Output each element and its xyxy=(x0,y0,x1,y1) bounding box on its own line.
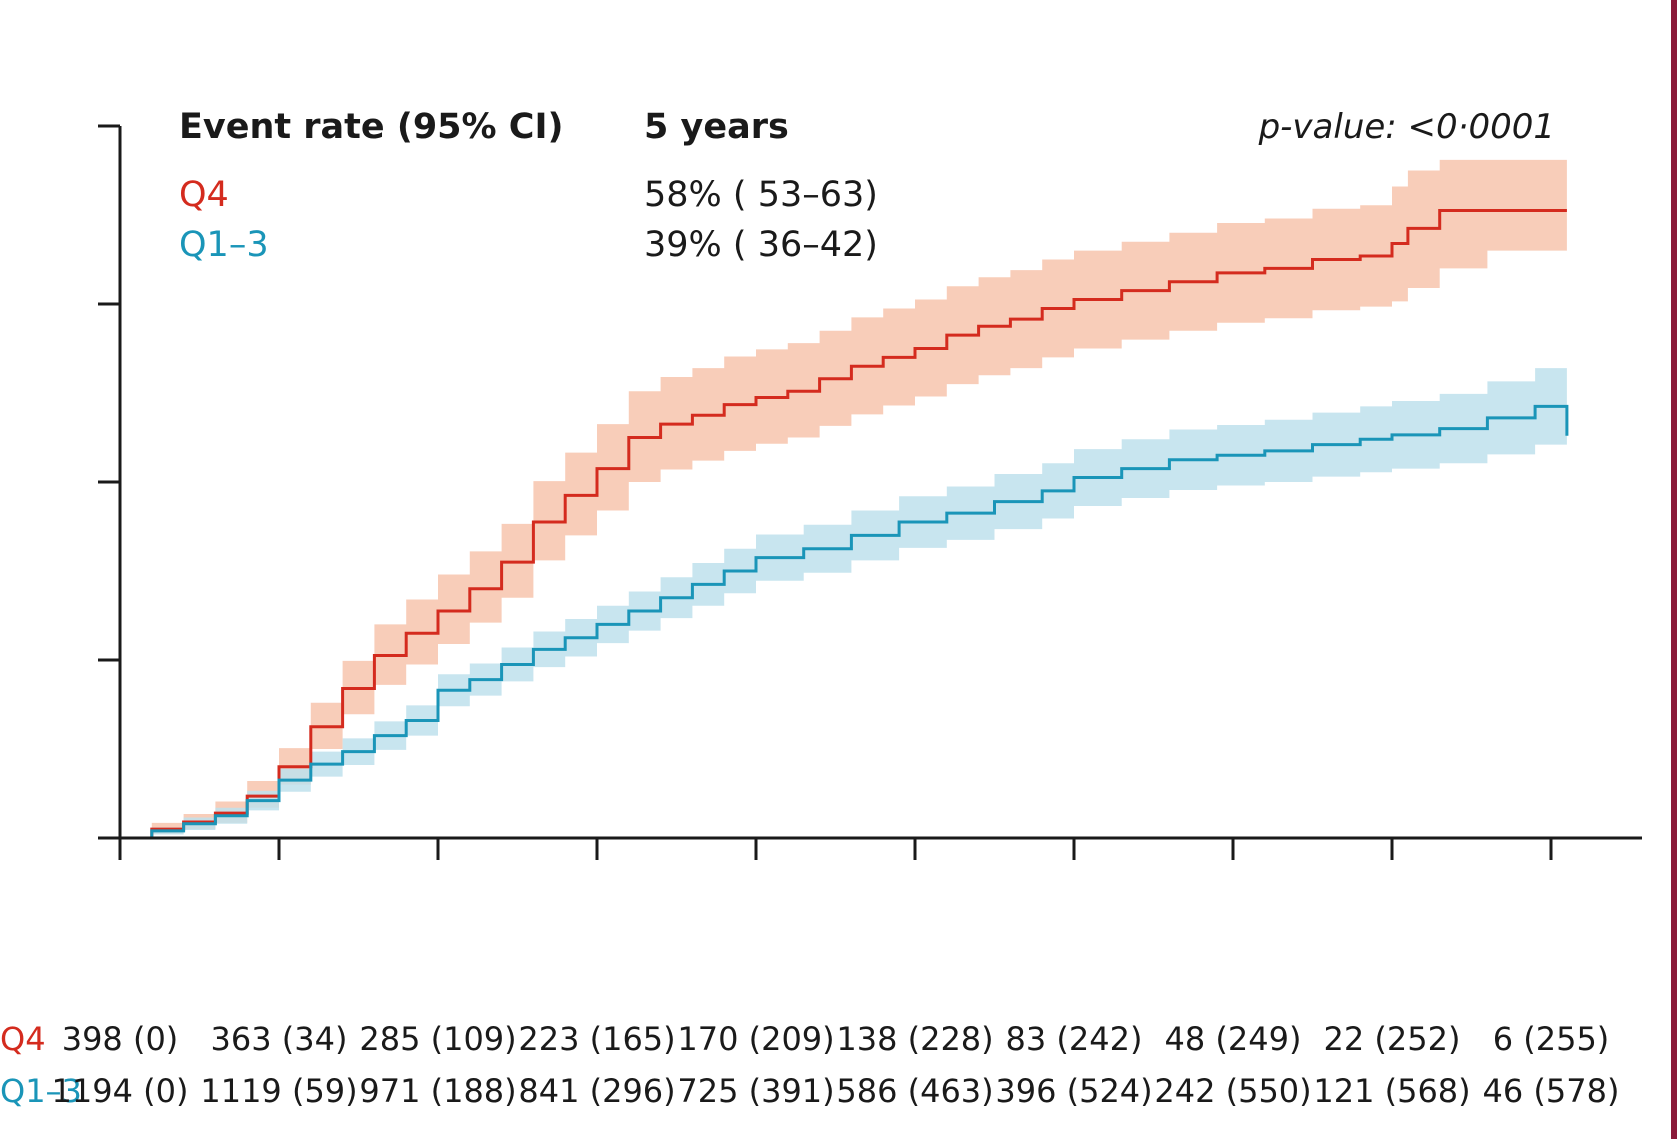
ci-band-q1-3 xyxy=(120,368,1567,838)
risk-table: Q4 398 (0) 363 (34) 285 (109) 223 (165) 170 (… xyxy=(0,1020,1619,1110)
axes xyxy=(98,124,1642,860)
legend-header-time: 5 years xyxy=(644,107,789,147)
risk-cell: 22 (252) xyxy=(1324,1020,1461,1058)
legend: Event rate (95% CI) 5 years Q4 58% ( 53–… xyxy=(179,107,1555,265)
legend-q13-value: 39% ( 36–42) xyxy=(644,225,878,265)
risk-cell: 285 (109) xyxy=(359,1020,516,1058)
curve-q1-3 xyxy=(120,404,1569,840)
curve-q4 xyxy=(120,209,1567,840)
risk-cell: 398 (0) xyxy=(62,1020,179,1058)
risk-cell: 46 (578) xyxy=(1483,1072,1620,1110)
risk-row-label: Q1–3 xyxy=(0,1072,82,1110)
risk-cell: 83 (242) xyxy=(1006,1020,1143,1058)
risk-cell: 242 (550) xyxy=(1154,1072,1311,1110)
legend-header-label: Event rate (95% CI) xyxy=(179,107,564,147)
risk-cell: 396 (524) xyxy=(995,1072,1152,1110)
risk-row-label: Q4 xyxy=(0,1020,46,1058)
risk-cell: 586 (463) xyxy=(836,1072,993,1110)
risk-cell: 121 (568) xyxy=(1313,1072,1470,1110)
risk-cell: 170 (209) xyxy=(677,1020,834,1058)
legend-q4-value: 58% ( 53–63) xyxy=(644,175,878,215)
page-edge-border xyxy=(1671,0,1677,1139)
risk-cell: 6 (255) xyxy=(1493,1020,1610,1058)
risk-cell: 1119 (59) xyxy=(200,1072,357,1110)
ci-band-q4 xyxy=(120,159,1567,838)
p-value: p-value: <0·0001 xyxy=(1258,107,1555,147)
risk-cell: 1194 (0) xyxy=(52,1072,189,1110)
risk-cell: 971 (188) xyxy=(359,1072,516,1110)
risk-cell: 138 (228) xyxy=(836,1020,993,1058)
risk-cell: 841 (296) xyxy=(518,1072,675,1110)
survival-curves xyxy=(120,209,1569,840)
risk-cell: 48 (249) xyxy=(1165,1020,1302,1058)
legend-q13-label: Q1–3 xyxy=(179,225,269,265)
risk-cell: 363 (34) xyxy=(211,1020,348,1058)
risk-cell: 725 (391) xyxy=(677,1072,834,1110)
risk-cell: 223 (165) xyxy=(518,1020,675,1058)
legend-q4-label: Q4 xyxy=(179,175,229,215)
ci-bands xyxy=(120,159,1567,838)
